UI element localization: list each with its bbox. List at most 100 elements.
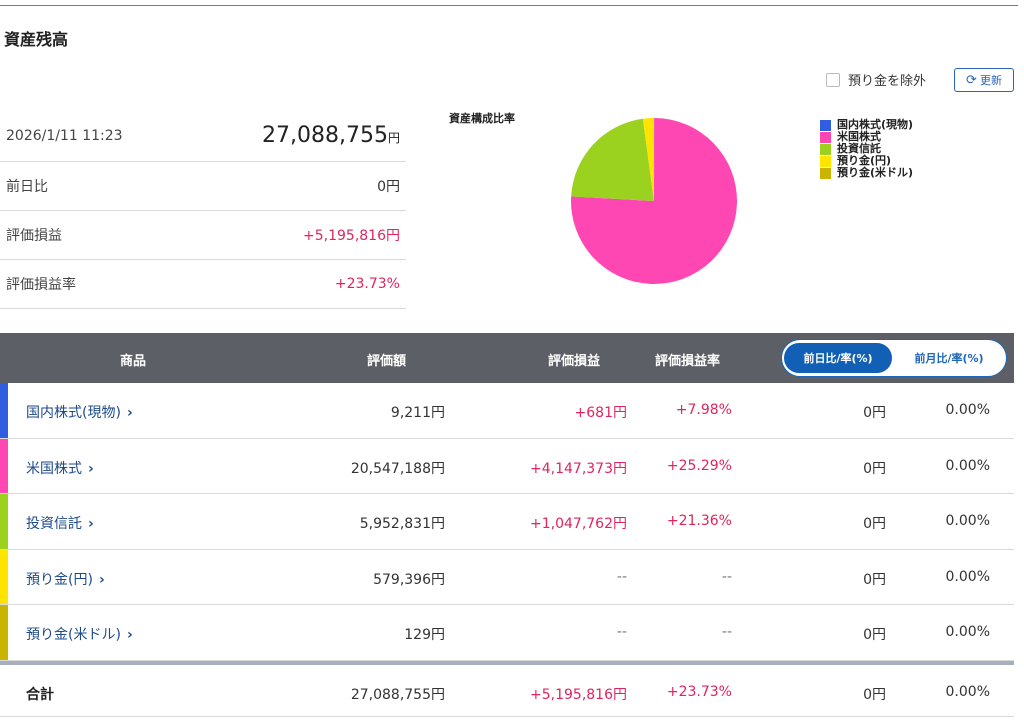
total-divider — [0, 660, 1014, 665]
total-label: 合計 — [26, 686, 54, 703]
legend-label: 預り金(円) — [837, 154, 892, 167]
summary-value: 0円 — [377, 179, 400, 195]
table-row: 国内株式(現物) › 9,211円 +681円 +7.98% 0円 0.00% — [0, 383, 1014, 439]
pie-slice — [642, 118, 654, 201]
refresh-icon: ⟳ — [966, 72, 977, 88]
timestamp: 2026/1/11 11:23 — [6, 127, 123, 144]
gain-cell: +1,047,762円 — [530, 516, 627, 532]
diff-cell: 0円 — [863, 571, 886, 588]
diff-cell: 0円 — [863, 516, 886, 532]
page-title: 資産残高 — [4, 30, 69, 49]
gain-cell: +681円 — [574, 405, 627, 421]
product-link[interactable]: 預り金(米ドル) › — [26, 624, 133, 644]
legend-item: 投資信託 — [820, 143, 913, 155]
diff-rate-cell: 0.00% — [945, 568, 990, 585]
summary-label: 前日比 — [6, 179, 48, 195]
yen-unit: 円 — [387, 131, 400, 145]
pie-slice — [571, 118, 737, 285]
product-name: 投資信託 — [26, 516, 82, 532]
legend-label: 投資信託 — [837, 142, 881, 155]
summary-value: +23.73% — [334, 276, 400, 292]
summary-panel: 2026/1/11 11:23 27,088,755円 前日比 0円 評価損益 … — [0, 110, 406, 309]
product-name: 預り金(円) — [26, 571, 93, 588]
product-name: 米国株式 — [26, 460, 82, 477]
legend-swatch — [820, 155, 831, 167]
legend-item: 預り金(米ドル) — [820, 167, 913, 179]
tab-monthly-comparison[interactable]: 前月比/率(%) — [914, 352, 984, 365]
header-amount: 評価額 — [367, 354, 407, 369]
legend-swatch — [820, 143, 831, 155]
tab-daily-comparison[interactable]: 前日比/率(%) — [784, 343, 892, 373]
diff-rate-cell: 0.00% — [945, 513, 990, 529]
rate-cell: +7.98% — [675, 402, 732, 418]
rate-cell: -- — [721, 568, 732, 585]
amount-cell: 579,396円 — [373, 571, 445, 588]
chart-title: 資産構成比率 — [449, 112, 515, 125]
legend-item: 国内株式(現物) — [820, 119, 913, 131]
category-color-bar — [0, 549, 8, 604]
rate-cell: -- — [721, 624, 732, 640]
gain-cell: -- — [616, 624, 627, 640]
product-link[interactable]: 投資信託 › — [26, 513, 94, 533]
summary-row-daychange: 前日比 0円 — [0, 162, 406, 211]
asset-table: 商品 評価額 評価損益 評価損益率 前日比/率(%) 前月比/率(%) 国内株式… — [0, 333, 1014, 717]
diff-cell: 0円 — [863, 460, 886, 477]
table-row: 投資信託 › 5,952,831円 +1,047,762円 +21.36% 0円 … — [0, 494, 1014, 550]
top-divider — [0, 5, 1018, 6]
amount-cell: 20,547,188円 — [350, 460, 445, 477]
category-color-bar — [0, 383, 8, 438]
total-gain-cell: +5,195,816円 — [530, 686, 627, 703]
diff-cell: 0円 — [863, 627, 886, 643]
table-row: 預り金(円) › 579,396円 -- -- 0円 0.00% — [0, 549, 1014, 605]
diff-cell: 0円 — [863, 405, 886, 421]
legend-label: 米国株式 — [837, 130, 881, 143]
chevron-right-icon: › — [88, 516, 94, 532]
amount-cell: 9,211円 — [390, 405, 445, 421]
product-link[interactable]: 米国株式 › — [26, 458, 94, 478]
gain-cell: +4,147,373円 — [530, 460, 627, 477]
summary-label: 評価損益 — [6, 228, 62, 244]
summary-row-gain: 評価損益 +5,195,816円 — [0, 211, 406, 260]
diff-rate-cell: 0.00% — [945, 402, 990, 418]
product-link[interactable]: 国内株式(現物) › — [26, 402, 133, 422]
exclude-deposits-toggle[interactable]: 預り金を除外 — [826, 70, 926, 89]
chevron-right-icon: › — [126, 627, 133, 643]
refresh-button[interactable]: ⟳ 更新 — [954, 68, 1014, 92]
exclude-deposits-checkbox[interactable] — [826, 72, 840, 87]
product-name: 預り金(米ドル) — [26, 627, 121, 643]
legend-item: 米国株式 — [820, 131, 913, 143]
gain-cell: -- — [616, 568, 627, 585]
legend-item: 預り金(円) — [820, 155, 913, 167]
pie-slice — [571, 118, 654, 201]
comparison-toggle: 前日比/率(%) 前月比/率(%) — [781, 339, 1007, 377]
rate-cell: +21.36% — [666, 513, 732, 529]
amount-cell: 129円 — [404, 627, 445, 643]
summary-total-row: 2026/1/11 11:23 27,088,755円 — [0, 110, 406, 162]
total-amount-cell: 27,088,755円 — [350, 686, 445, 703]
diff-rate-cell: 0.00% — [945, 457, 990, 474]
summary-label: 評価損益率 — [6, 277, 76, 293]
total-amount: 27,088,755 — [262, 123, 388, 148]
chevron-right-icon: › — [88, 460, 94, 477]
product-link[interactable]: 預り金(円) › — [26, 569, 105, 589]
summary-value: +5,195,816円 — [303, 228, 400, 244]
chevron-right-icon: › — [98, 571, 105, 588]
table-header: 商品 評価額 評価損益 評価損益率 前日比/率(%) 前月比/率(%) — [0, 333, 1014, 383]
total-diff-rate-cell: 0.00% — [945, 683, 990, 700]
header-rate: 評価損益率 — [655, 354, 721, 369]
category-color-bar — [0, 438, 8, 493]
rate-cell: +25.29% — [666, 457, 732, 474]
chart-legend: 国内株式(現物) 米国株式 投資信託 預り金(円) 預り金(米ドル) — [820, 119, 913, 179]
refresh-label: 更新 — [979, 74, 1002, 87]
amount-cell: 5,952,831円 — [359, 516, 445, 532]
total-value: 27,088,755円 — [262, 123, 400, 148]
table-row: 預り金(米ドル) › 129円 -- -- 0円 0.00% — [0, 605, 1014, 661]
diff-rate-cell: 0.00% — [945, 624, 990, 640]
total-diff-cell: 0円 — [863, 686, 886, 703]
category-color-bar — [0, 605, 8, 660]
legend-label: 預り金(米ドル) — [837, 166, 914, 179]
summary-row-gain-rate: 評価損益率 +23.73% — [0, 260, 406, 309]
header-product: 商品 — [120, 354, 147, 369]
exclude-deposits-label: 預り金を除外 — [848, 74, 927, 89]
legend-label: 国内株式(現物) — [837, 118, 914, 131]
